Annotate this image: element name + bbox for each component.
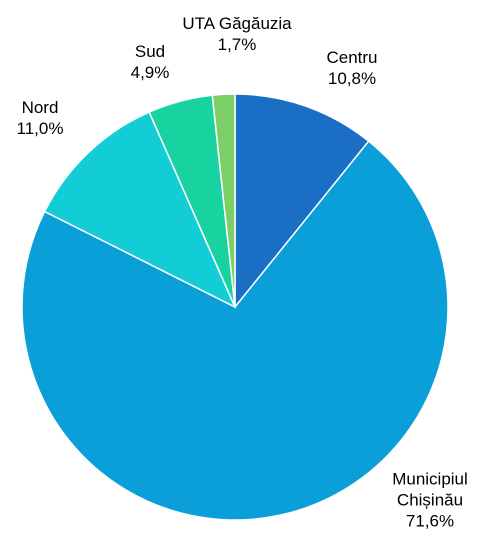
pie-slice [211, 93, 236, 308]
category-label: Municipiul Chișinău [392, 469, 468, 510]
category-label: Nord [21, 98, 59, 117]
slice-label: Nord 11,0% [0, 97, 80, 139]
slice-label: Municipiul Chișinău 71,6% [375, 469, 485, 532]
value-label: 1,7% [217, 35, 257, 54]
value-label: 11,0% [16, 119, 64, 138]
slice-label: Sud 4,9% [110, 41, 190, 83]
pie-slice [21, 140, 449, 521]
category-label: Sud [134, 42, 166, 61]
category-label: Centru [326, 48, 378, 67]
pie-slice [43, 111, 237, 309]
value-label: 10,8% [327, 69, 377, 88]
category-label: UTA Găgăuzia [182, 14, 292, 33]
slice-label: UTA Găgăuzia 1,7% [157, 13, 317, 55]
value-label: 71,6% [405, 511, 455, 531]
slice-label: Centru 10,8% [287, 47, 417, 89]
value-label: 4,9% [130, 63, 170, 82]
pie-slice [234, 93, 370, 310]
